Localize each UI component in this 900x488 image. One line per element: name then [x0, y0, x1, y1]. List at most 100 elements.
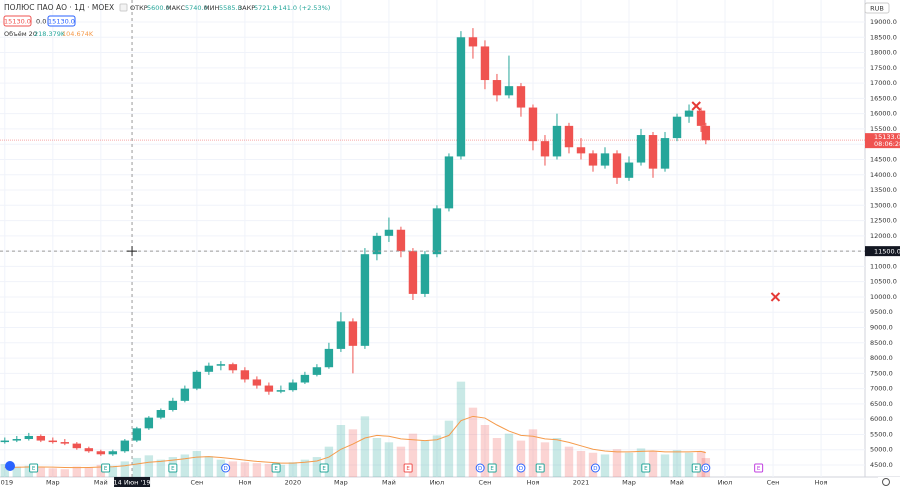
volume-bar	[0, 464, 10, 477]
y-tick-label: 18000.0	[870, 49, 897, 57]
volume-bar	[312, 457, 322, 477]
candle-body	[288, 382, 298, 391]
volume-bar	[156, 459, 166, 477]
volume-bar	[264, 464, 274, 477]
plot	[0, 0, 865, 477]
event-badge[interactable]	[101, 463, 111, 473]
event-badge[interactable]	[168, 463, 178, 473]
volume-bar	[300, 459, 310, 477]
candle-body	[696, 110, 706, 126]
candle-body	[360, 254, 370, 346]
open-label: ОТКР	[130, 4, 148, 12]
volume-legend-volume: 218.379K	[34, 30, 66, 38]
volume-bar	[420, 440, 430, 477]
event-badge[interactable]	[641, 463, 651, 473]
y-tick-label: 8500.0	[870, 339, 893, 347]
event-badge[interactable]	[475, 463, 485, 473]
candle-body	[588, 153, 598, 166]
candle-body	[24, 435, 34, 440]
y-tick-label: 5000.0	[870, 446, 893, 454]
event-label: D	[704, 466, 708, 472]
event-badge[interactable]	[701, 463, 711, 473]
y-tick-label: 9000.0	[870, 324, 893, 332]
candle-body	[204, 365, 214, 372]
candle-body	[192, 371, 202, 389]
candle-body	[276, 390, 286, 392]
y-tick-label: 16000.0	[870, 110, 897, 118]
candle-body	[636, 135, 646, 163]
event-label: E	[406, 466, 410, 472]
x-tick-label: Июл	[718, 479, 733, 487]
close-label: ЗАКР	[238, 4, 255, 12]
volume-bar	[384, 442, 394, 477]
event-badge[interactable]	[403, 463, 413, 473]
candle-body	[96, 451, 106, 455]
volume-bar	[624, 452, 634, 477]
candle-body	[156, 410, 166, 418]
volume-bar	[204, 456, 214, 477]
candle-body	[420, 254, 430, 294]
event-badge[interactable]	[754, 463, 764, 473]
volume-bar	[432, 435, 442, 477]
x-tick-label: Июл	[430, 479, 445, 487]
candle-body	[216, 364, 226, 366]
volume-bar	[444, 420, 454, 477]
candle-body	[72, 443, 82, 449]
volume-bar	[528, 429, 538, 477]
y-tick-label: 17000.0	[870, 79, 897, 87]
candle-body	[132, 428, 142, 441]
y-tick-label: 5500.0	[870, 430, 893, 438]
y-tick-label: 17500.0	[870, 64, 897, 72]
event-badge[interactable]	[535, 463, 545, 473]
volume-ma-line	[4, 415, 706, 469]
event-badge[interactable]	[271, 463, 281, 473]
x-tick-label: Сен	[479, 479, 492, 487]
volume-bar	[360, 416, 370, 477]
candle-body	[672, 116, 682, 139]
candle-body	[240, 370, 250, 380]
volume-bar	[648, 451, 658, 477]
candle-body	[624, 162, 634, 178]
volume-bar	[600, 454, 610, 477]
event-label: E	[104, 466, 108, 472]
volume-bar	[144, 455, 154, 477]
volume-bar	[252, 463, 262, 477]
x-tick-label: Мар	[334, 479, 348, 487]
event-badge[interactable]	[691, 463, 701, 473]
event-badge[interactable]	[319, 463, 329, 473]
event-badge[interactable]	[516, 463, 526, 473]
candle-body	[492, 80, 502, 96]
volume-bar	[228, 461, 238, 477]
event-badge[interactable]	[29, 463, 39, 473]
volume-bar	[180, 454, 190, 477]
bid-box[interactable]	[3, 15, 32, 27]
candle-body	[48, 440, 58, 443]
close-icon[interactable]	[119, 3, 128, 12]
event-label: E	[32, 466, 36, 472]
x-tick-label: Мар	[46, 479, 60, 487]
candle-body	[228, 364, 238, 371]
candle-body	[408, 251, 418, 294]
event-badge[interactable]	[590, 463, 600, 473]
event-label: E	[538, 466, 542, 472]
volume-bar	[276, 464, 286, 477]
ask-box[interactable]	[47, 15, 76, 27]
volume-bar	[12, 466, 22, 477]
low-value: 5585.0	[219, 4, 242, 12]
currency-button[interactable]	[864, 2, 890, 14]
volume-bar	[60, 469, 70, 477]
ask-value: 15130.0	[48, 18, 75, 26]
candle-body	[108, 451, 118, 455]
event-badge[interactable]	[221, 463, 231, 473]
candle-body	[84, 448, 94, 452]
event-badge[interactable]	[487, 463, 497, 473]
y-tick-label: 15500.0	[870, 125, 897, 133]
high-value: 5740.0	[185, 4, 208, 12]
last-price-countdown: 08:06:28	[874, 140, 900, 148]
event-label: D	[519, 466, 523, 472]
volume-bar	[480, 425, 490, 477]
volume-bar	[324, 446, 334, 477]
settings-icon[interactable]	[882, 478, 890, 486]
y-tick-label: 16500.0	[870, 94, 897, 102]
